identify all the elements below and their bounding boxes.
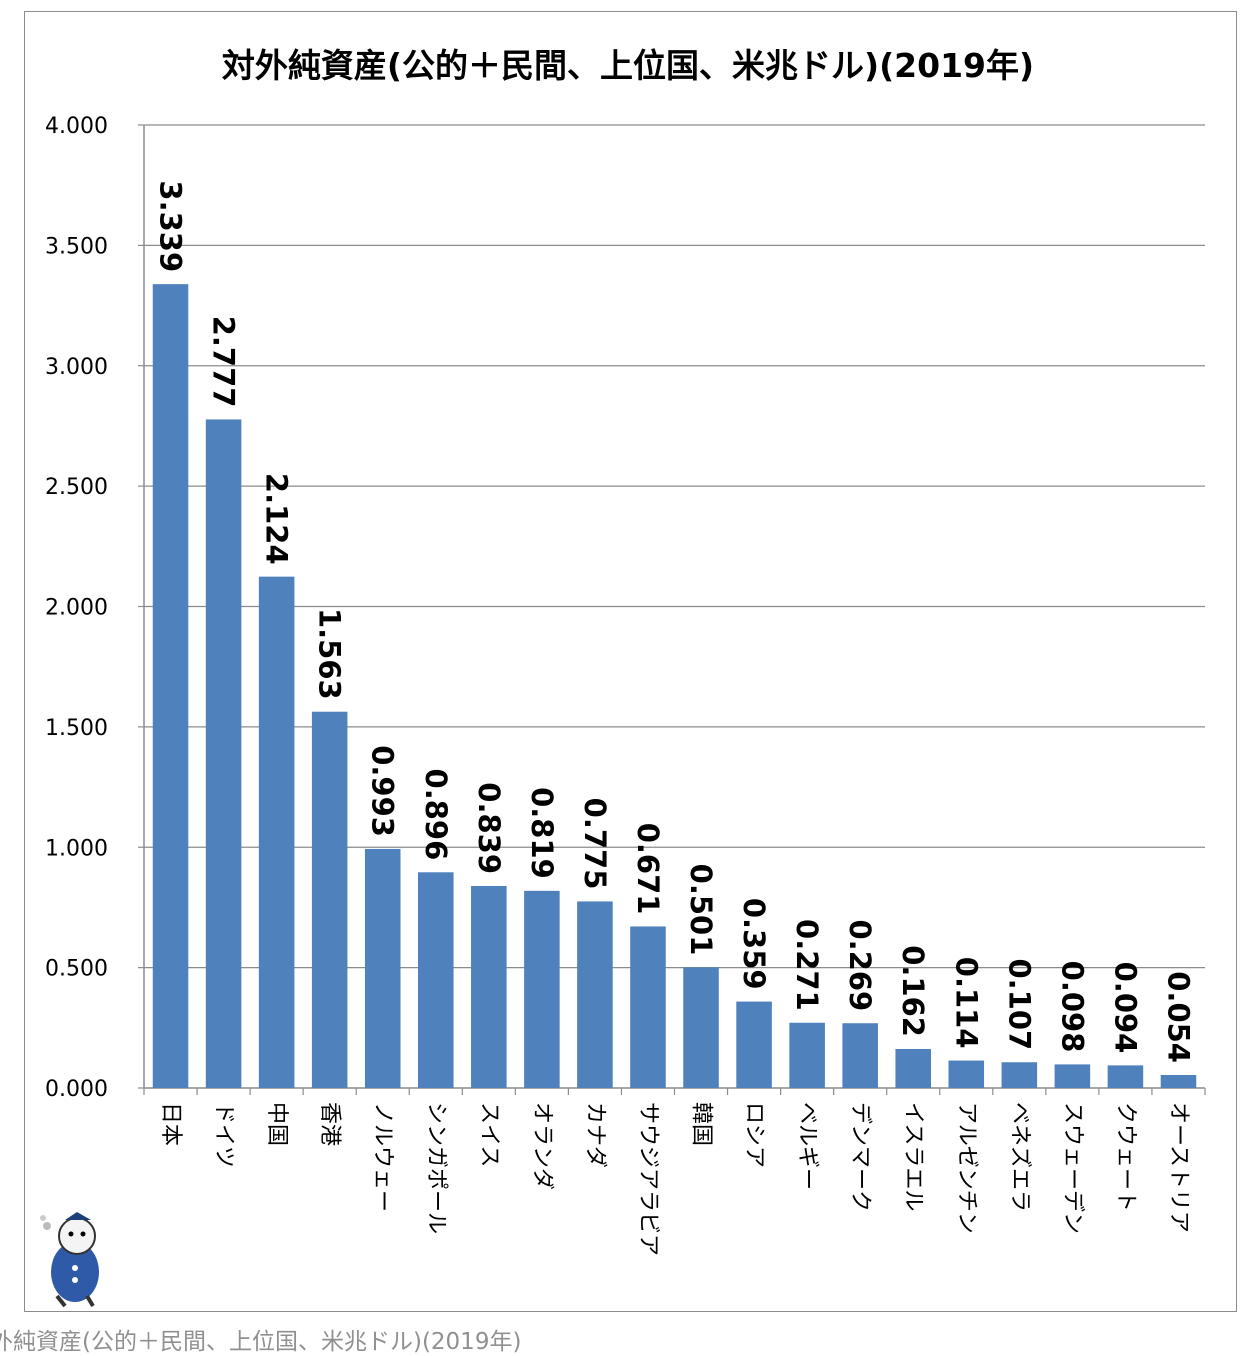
category-label: オランダ: [529, 1102, 554, 1190]
data-label: 1.563: [313, 608, 347, 700]
category-label: 日本: [158, 1102, 183, 1146]
data-label: 0.114: [949, 957, 983, 1049]
data-label: 0.775: [578, 798, 612, 890]
data-label: 0.107: [1002, 959, 1036, 1051]
bar: [577, 901, 613, 1088]
bar: [152, 284, 189, 1088]
category-label: ドイツ: [211, 1102, 236, 1168]
data-label: 0.359: [737, 898, 771, 990]
category-label: クウェート: [1113, 1102, 1138, 1212]
category-label: 韓国: [689, 1102, 714, 1146]
data-label: 2.124: [260, 473, 294, 565]
chart-title: 対外純資産(公的＋民間、上位国、米兆ドル)(2019年): [222, 46, 1034, 85]
bar: [683, 967, 719, 1088]
category-labels: 日本 ドイツ 中国 香港 ノルウェー シンガポール スイス オランダ カナダ サウジアラビア 韓国ロ…: [158, 1102, 1191, 1256]
bar: [364, 848, 401, 1088]
y-tick-label: 3.000: [45, 355, 108, 380]
chart: 0.000 0.500 1.000 1.500 2.000 2.500 3.000 3.500…: [40, 46, 1206, 1308]
category-label: スウェーデン: [1060, 1102, 1085, 1234]
category-label: 中国: [264, 1102, 289, 1146]
category-label: ベルギー: [795, 1102, 820, 1190]
y-tick-label: 1.000: [45, 836, 108, 861]
data-label: 2.777: [207, 316, 241, 408]
bar: [630, 926, 666, 1088]
data-label: 0.896: [419, 769, 453, 861]
y-tick-label: 2.000: [45, 596, 108, 621]
data-label: 0.993: [366, 745, 400, 837]
data-label: 0.054: [1161, 971, 1195, 1063]
category-label: 香港: [317, 1102, 342, 1146]
category-label: オーストリア: [1166, 1102, 1191, 1233]
y-tick-label: 0.000: [45, 1077, 108, 1102]
category-label: カナダ: [582, 1102, 607, 1168]
y-tick-label: 0.500: [45, 957, 108, 982]
data-label: 0.671: [631, 823, 665, 915]
data-label: 0.162: [896, 945, 930, 1037]
bar: [1054, 1064, 1091, 1088]
category-label: デンマーク: [848, 1102, 873, 1212]
category-label: ノルウェー: [370, 1102, 395, 1212]
bar: [948, 1060, 985, 1088]
bar: [205, 419, 242, 1088]
data-label: 0.098: [1055, 961, 1089, 1053]
category-label: サウジアラビア: [635, 1102, 660, 1256]
data-label: 0.819: [525, 787, 559, 879]
caption: 外純資産(公的＋民間、上位国、米兆ドル)(2019年): [0, 1329, 522, 1355]
bar: [1160, 1074, 1197, 1088]
category-label: アルゼンチン: [954, 1102, 979, 1234]
bar: [524, 890, 560, 1088]
bar: [1001, 1062, 1038, 1088]
data-label: 0.501: [684, 864, 718, 956]
category-label: ベネズエラ: [1007, 1102, 1032, 1212]
category-label: ロシア: [742, 1102, 767, 1168]
bar: [418, 872, 454, 1088]
y-tick-label: 3.500: [45, 234, 108, 259]
data-label: 0.839: [472, 782, 506, 874]
mascot-logo: [40, 1212, 99, 1308]
bar: [311, 711, 348, 1088]
data-label: 0.269: [843, 920, 877, 1012]
bars: [152, 284, 1197, 1088]
category-label: スイス: [476, 1102, 501, 1167]
bar: [1107, 1065, 1144, 1088]
gridlines: [144, 124, 1205, 969]
bar: [736, 1001, 772, 1088]
y-tick-label: 4.000: [45, 114, 108, 139]
bar: [895, 1048, 931, 1088]
data-labels: 3.339 2.777 2.124 1.563 0.993 0.896 0.839 0.819…: [154, 180, 1196, 1063]
bar: [471, 886, 507, 1088]
y-tick-label: 2.500: [45, 475, 108, 500]
bar: [789, 1022, 825, 1088]
bar: [842, 1023, 878, 1088]
data-label: 0.271: [790, 919, 824, 1011]
category-label: イスラエル: [901, 1102, 926, 1211]
data-label: 3.339: [154, 180, 188, 272]
category-label: シンガポール: [423, 1102, 448, 1234]
bar: [258, 576, 295, 1088]
data-label: 0.094: [1108, 962, 1142, 1054]
y-tick-label: 1.500: [45, 716, 108, 741]
